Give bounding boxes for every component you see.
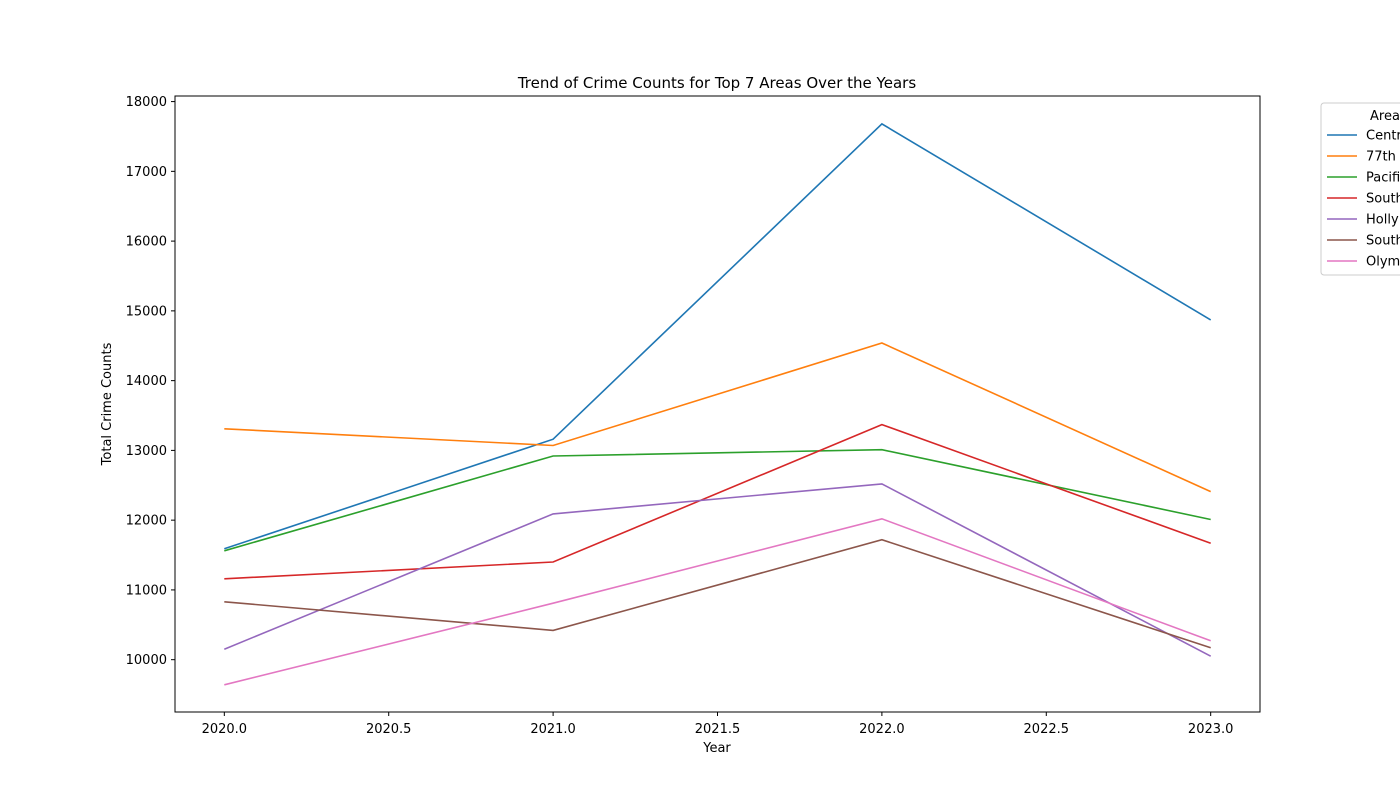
y-axis-label: Total Crime Counts (100, 342, 115, 466)
series-line-1 (224, 342, 1212, 493)
y-tick-label: 15000 (126, 304, 167, 319)
y-tick-label: 11000 (126, 583, 167, 598)
legend-entry-label: Centr (1366, 129, 1400, 144)
series-line-0 (224, 122, 1212, 550)
legend-entry-label: Olym (1366, 255, 1400, 270)
x-tick-label: 2021.5 (695, 722, 741, 737)
x-tick-label: 2020.0 (202, 722, 248, 737)
legend-box (1320, 102, 1400, 276)
y-tick-label: 10000 (126, 653, 167, 668)
x-axis-label: Year (702, 741, 731, 756)
y-tick-label: 12000 (126, 514, 167, 529)
legend-entry-label: South (1366, 234, 1400, 249)
x-tick-label: 2022.0 (859, 722, 905, 737)
y-tick-label: 14000 (126, 374, 167, 389)
y-tick-label: 18000 (126, 95, 167, 110)
series-line-5 (224, 538, 1211, 649)
x-tick-label: 2020.5 (366, 722, 412, 737)
x-tick-label: 2021.0 (530, 722, 576, 737)
series-line-6 (224, 517, 1211, 686)
series-line-4 (223, 483, 1212, 657)
y-tick-label: 17000 (126, 165, 167, 180)
x-tick-label: 2022.5 (1024, 722, 1070, 737)
x-axis-ticks: 2020.0 2020.5 2021.0 2021.5 2022.0 2022.5 2023… (202, 712, 1234, 737)
legend-entry-label: Pacifi (1366, 171, 1400, 186)
legend-entry-label: South (1366, 192, 1400, 207)
chart-title: Trend of Crime Counts for Top 7 Areas Ov… (517, 74, 916, 92)
legend-entry-label: Holly (1366, 213, 1399, 228)
y-axis-ticks: 10000 11000 12000 13000 14000 15000 16000 17000… (126, 95, 175, 668)
y-tick-label: 16000 (126, 235, 167, 250)
y-tick-label: 13000 (126, 444, 167, 459)
legend-title: Area (1370, 109, 1400, 124)
legend: Area Centr 77th Pacifi South Holly South Olym (1320, 102, 1400, 276)
x-tick-label: 2023.0 (1188, 722, 1234, 737)
legend-entry-label: 77th (1366, 150, 1396, 165)
plot-lines (223, 122, 1212, 686)
plot-frame (174, 95, 1261, 713)
series-line-3 (224, 423, 1211, 580)
